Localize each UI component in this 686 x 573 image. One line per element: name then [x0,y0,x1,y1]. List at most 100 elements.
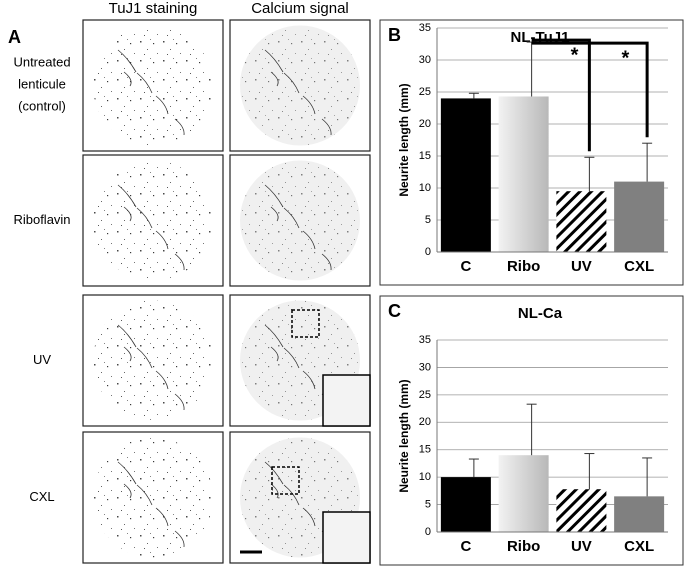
neurite [155,95,169,115]
neurite [283,347,300,369]
neurite [283,72,300,94]
neurite [302,95,316,115]
neurite [270,71,279,87]
neurite [264,184,284,208]
neurite [264,461,284,485]
y-tick-label: 20 [419,416,431,428]
neurite [123,483,132,499]
neurite [264,49,284,73]
y-tick-label: 10 [419,471,431,483]
bar [556,191,607,252]
y-tick-label: 15 [419,150,431,162]
y-tick-label: 5 [425,498,431,510]
neurite [136,347,153,369]
neurite [155,507,169,527]
x-tick-label: UV [571,258,592,275]
significance-bracket [531,38,591,152]
y-tick-label: 15 [419,444,431,456]
lenticule [93,437,213,558]
lenticule [93,25,213,146]
panel-label: B [388,25,401,45]
lenticule-signal [240,160,360,281]
neurite [155,230,169,250]
neurite [117,184,137,208]
lenticule [93,160,213,281]
y-axis-label: Neurite length (mm) [397,379,411,492]
neurite [174,253,185,271]
bar [498,455,549,532]
x-tick-label: CXL [624,538,654,555]
neurite [321,118,332,136]
x-tick-label: Ribo [507,538,540,555]
neurite [136,484,153,506]
bar [440,477,491,532]
neurite [123,206,132,222]
y-tick-label: 20 [419,118,431,130]
roi-box [271,466,300,495]
roi-box [291,309,320,338]
y-tick-label: 0 [425,246,431,258]
neurite [123,71,132,87]
neurite [174,118,185,136]
column-header: TuJ1 staining [109,0,198,17]
row-label-line: Untreated [13,55,70,70]
y-tick-label: 30 [419,54,431,66]
y-tick-label: 30 [419,361,431,373]
significance-bracket [531,41,649,138]
significance-star: * [621,47,629,69]
neurite [117,461,137,485]
y-tick-label: 10 [419,182,431,194]
row-label: Untreated lenticule (control) [13,55,70,114]
bar [498,96,549,252]
neurite [302,370,316,390]
lenticule-signal [240,25,360,146]
neurite [283,207,300,229]
neurite [270,206,279,222]
y-axis-label: Neurite length (mm) [397,83,411,196]
x-tick-label: Ribo [507,258,540,275]
neurite [117,324,137,348]
panel-label: A [8,27,21,47]
column-header: Calcium signal [251,0,349,17]
panel-frame [379,295,684,566]
bar [556,489,607,532]
bar [614,181,665,252]
x-tick-label: C [460,258,471,275]
neurite [264,324,284,348]
neurite [174,530,185,548]
significance-star: * [571,44,579,66]
neurite [136,72,153,94]
neurite [270,346,279,362]
neurite [270,483,279,499]
row-label-line: (control) [18,99,66,114]
row-label: CXL [29,489,54,504]
y-tick-label: 5 [425,214,431,226]
neurite [302,507,316,527]
y-tick-label: 35 [419,334,431,346]
y-tick-label: 25 [419,389,431,401]
x-tick-label: UV [571,538,592,555]
y-tick-label: 0 [425,526,431,538]
y-tick-label: 35 [419,22,431,34]
inset [322,374,371,427]
panel-label: C [388,301,401,321]
x-tick-label: C [460,538,471,555]
bar [614,496,665,532]
neurite [155,370,169,390]
neurite [136,207,153,229]
panel-frame [379,19,684,286]
x-tick-label: CXL [624,258,654,275]
neurite [117,49,137,73]
neurite [174,393,185,411]
neurite [123,346,132,362]
inset [322,511,371,564]
neurite [302,230,316,250]
row-label: UV [33,352,51,367]
row-label: Riboflavin [13,212,70,227]
chart-title: NL-Ca [518,305,563,322]
y-tick-label: 25 [419,86,431,98]
bar [440,98,491,253]
row-label-line: lenticule [18,77,66,92]
lenticule [93,300,213,421]
